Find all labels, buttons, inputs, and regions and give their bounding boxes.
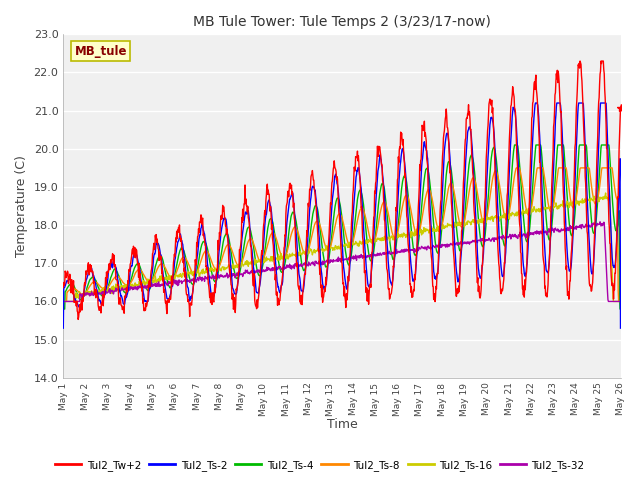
Legend: Tul2_Tw+2, Tul2_Ts-2, Tul2_Ts-4, Tul2_Ts-8, Tul2_Ts-16, Tul2_Ts-32: Tul2_Tw+2, Tul2_Ts-2, Tul2_Ts-4, Tul2_Ts… xyxy=(51,456,589,475)
Y-axis label: Temperature (C): Temperature (C) xyxy=(15,155,28,257)
X-axis label: Time: Time xyxy=(326,419,357,432)
Text: MB_tule: MB_tule xyxy=(74,45,127,58)
Title: MB Tule Tower: Tule Temps 2 (3/23/17-now): MB Tule Tower: Tule Temps 2 (3/23/17-now… xyxy=(193,15,491,29)
